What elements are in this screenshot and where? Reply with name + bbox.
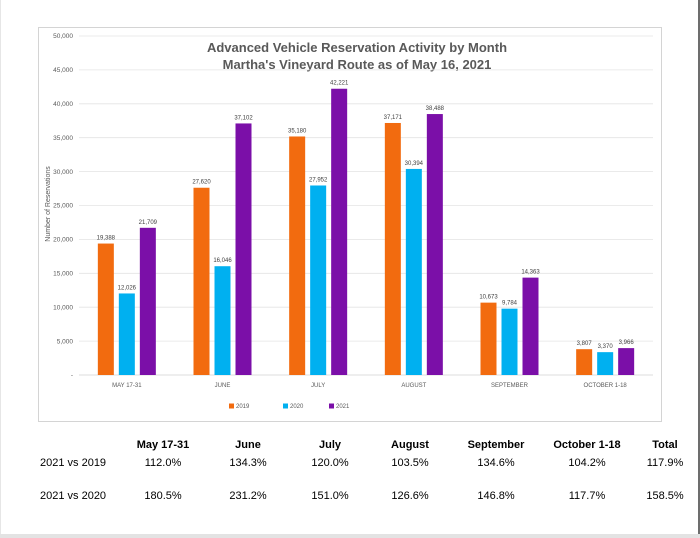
table-cell: 112.0%: [144, 457, 182, 469]
table-spacer-row: [40, 473, 700, 486]
y-tick-label: -: [71, 372, 73, 379]
data-label: 10,673: [479, 295, 498, 301]
data-label: 16,046: [213, 258, 232, 264]
y-tick-label: 50,000: [53, 33, 73, 40]
bar-2019: [193, 187, 210, 375]
data-label: 37,171: [384, 115, 403, 121]
chart-title: Advanced Vehicle Reservation Activity by…: [207, 40, 507, 55]
data-label: 3,370: [598, 344, 614, 350]
bar-2020: [214, 266, 231, 375]
table-cell: 158.5%: [646, 490, 684, 502]
table-cell: 126.6%: [391, 490, 429, 502]
data-label: 27,620: [192, 180, 211, 186]
table-header-august: August: [391, 439, 429, 451]
bar-2021: [235, 123, 252, 375]
y-axis-label: Number of Reservations: [45, 166, 52, 242]
y-tick-label: 15,000: [53, 271, 73, 278]
table-header-corner: [40, 437, 118, 453]
bar-2020: [405, 168, 422, 375]
x-tick-label: MAY 17-31: [112, 383, 142, 389]
bar-2019: [384, 122, 401, 375]
y-tick-label: 20,000: [53, 237, 73, 244]
chart-subtitle: Martha's Vineyard Route as of May 16, 20…: [223, 57, 492, 72]
row-label: 2021 vs 2020: [40, 490, 107, 502]
row-label: 2021 vs 2019: [40, 457, 107, 469]
page-bottom-border: [0, 534, 700, 538]
y-tick-label: 30,000: [53, 169, 73, 176]
bar-2021: [522, 277, 539, 375]
table-header-july: July: [318, 439, 341, 451]
table-cell: 151.0%: [311, 490, 349, 502]
bar-2021: [618, 348, 635, 375]
y-tick-label: 10,000: [53, 304, 73, 311]
chart-area: Advanced Vehicle Reservation Activity by…: [38, 27, 662, 422]
bar-2019: [576, 349, 593, 375]
data-label: 3,807: [577, 341, 593, 347]
data-label: 30,394: [405, 161, 424, 167]
bar-2020: [118, 293, 135, 375]
x-tick-label: JUNE: [215, 383, 231, 389]
bar-2020: [597, 352, 614, 375]
bar-2021: [426, 114, 443, 375]
legend-label: 2021: [336, 404, 350, 410]
x-tick-label: OCTOBER 1-18: [584, 383, 628, 389]
table-header-june: June: [235, 439, 261, 451]
data-label: 42,221: [330, 81, 349, 87]
legend-swatch-2019: [229, 403, 234, 409]
table-row: 2021 vs 2019 112.0% 134.3% 120.0% 103.5%…: [40, 453, 700, 473]
table-header-total: Total: [652, 439, 678, 451]
legend-swatch-2020: [283, 403, 288, 409]
table-cell: 104.2%: [568, 457, 606, 469]
y-tick-label: 25,000: [53, 203, 73, 210]
x-tick-label: JULY: [311, 383, 325, 389]
bar-chart: Advanced Vehicle Reservation Activity by…: [45, 33, 653, 410]
bar-2019: [97, 243, 114, 375]
x-tick-label: SEPTEMBER: [491, 383, 529, 389]
table-header-may: May 17-31: [136, 439, 190, 451]
y-tick-label: 5,000: [57, 338, 74, 345]
table-cell: 134.6%: [477, 457, 515, 469]
legend-label: 2019: [236, 404, 250, 410]
page-right-border: [698, 0, 700, 538]
table-cell: 117.9%: [646, 457, 684, 469]
bar-2020: [310, 185, 327, 375]
comparison-table: May 17-31 June July August September Oct…: [40, 437, 700, 506]
data-label: 35,180: [288, 128, 307, 134]
bar-2020: [501, 308, 518, 375]
y-tick-label: 45,000: [53, 67, 73, 74]
table-header-row: May 17-31 June July August September Oct…: [40, 437, 700, 453]
table-cell: 120.0%: [311, 457, 349, 469]
data-label: 9,784: [502, 301, 518, 307]
table-cell: 103.5%: [391, 457, 429, 469]
data-label: 21,709: [139, 220, 158, 226]
legend-swatch-2021: [329, 403, 334, 409]
data-label: 19,388: [97, 236, 116, 242]
data-label: 38,488: [426, 106, 445, 112]
data-label: 37,102: [234, 115, 253, 121]
table-header-september: September: [467, 439, 525, 451]
y-tick-label: 40,000: [53, 101, 73, 108]
legend-label: 2020: [290, 404, 304, 410]
table-spacer: [40, 473, 700, 486]
bar-2019: [480, 302, 497, 375]
bar-2021: [331, 88, 348, 375]
bar-2021: [139, 227, 156, 375]
y-tick-label: 35,000: [53, 135, 73, 142]
data-label: 27,952: [309, 177, 328, 183]
page-left-border: [0, 0, 1, 538]
table-header-october: October 1-18: [553, 439, 621, 451]
table-row: 2021 vs 2020 180.5% 231.2% 151.0% 126.6%…: [40, 486, 700, 506]
table-cell: 180.5%: [144, 490, 182, 502]
data-label: 14,363: [521, 270, 540, 276]
data-label: 12,026: [118, 285, 137, 291]
table-cell: 146.8%: [477, 490, 515, 502]
table-cell: 134.3%: [229, 457, 267, 469]
table-cell: 117.7%: [568, 490, 606, 502]
table-cell: 231.2%: [229, 490, 267, 502]
x-tick-label: AUGUST: [401, 383, 426, 389]
data-label: 3,966: [619, 340, 635, 346]
bar-2019: [289, 136, 306, 375]
